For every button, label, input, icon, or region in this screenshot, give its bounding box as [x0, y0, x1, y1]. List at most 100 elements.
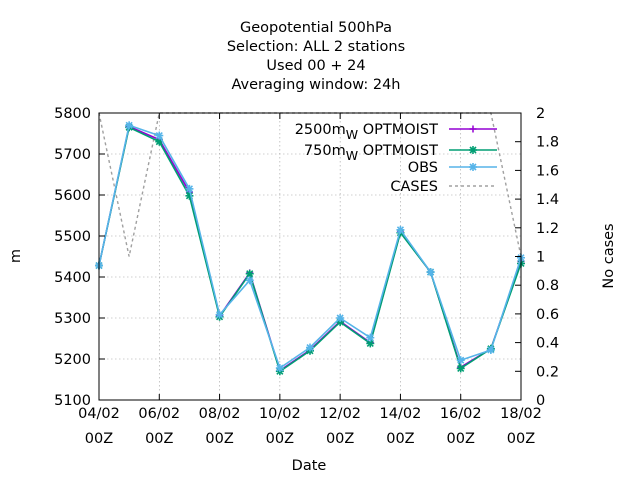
y-axis-label: m — [8, 249, 24, 263]
series-750m-line — [98, 126, 522, 373]
series-2500m-line — [98, 125, 522, 372]
legend-marker — [469, 163, 477, 171]
x-tick-label-time: 00Z — [386, 431, 414, 447]
data-point — [426, 268, 435, 277]
marker-stroke — [125, 121, 133, 129]
title-line: Used 00 + 24 — [266, 58, 365, 74]
title-line: Selection: ALL 2 stations — [227, 39, 405, 55]
y-tick-label: 5100 — [54, 393, 91, 409]
data-point — [456, 364, 465, 373]
y2-tick-label: 0.8 — [536, 278, 559, 294]
title-line: Geopotential 500hPa — [240, 20, 392, 36]
y-tick-label: 5400 — [54, 270, 91, 286]
x-tick-label-date: 16/02 — [440, 406, 482, 422]
legend-label: CASES — [390, 179, 438, 195]
data-point — [456, 356, 465, 365]
legend-label-name: OBS — [408, 160, 438, 176]
legend-entry: OBS — [408, 160, 497, 176]
legend-entry: 2500mW OPTMOIST — [295, 122, 497, 142]
y-tick-label: 5300 — [54, 311, 91, 327]
marker-stroke — [276, 364, 284, 372]
marker-stroke — [469, 146, 477, 154]
chart-title: Geopotential 500hPa Selection: ALL 2 stat… — [227, 20, 405, 93]
legend-label: OBS — [408, 160, 438, 176]
y-tick-label: 5800 — [54, 106, 91, 122]
data-point — [306, 343, 314, 352]
x-tick-label-date: 04/02 — [78, 406, 120, 422]
legend-entry: 750mW OPTMOIST — [304, 143, 497, 163]
title-line: Averaging window: 24h — [231, 77, 400, 93]
legend-label: 2500mW OPTMOIST — [295, 122, 438, 142]
marker-stroke — [336, 314, 344, 322]
x-tick-label-time: 00Z — [145, 431, 173, 447]
series-obs-line — [98, 124, 522, 370]
data-point — [366, 333, 375, 342]
y2-tick-label: 1.2 — [536, 221, 559, 237]
y-tick-label: 5600 — [54, 188, 91, 204]
legend-label-name: 750m — [304, 143, 346, 159]
marker-stroke — [246, 270, 254, 278]
marker-stroke — [185, 185, 193, 193]
data-point — [155, 131, 164, 140]
data-point — [396, 225, 405, 234]
marker-stroke — [155, 131, 163, 140]
x-tick-label-time: 00Z — [507, 431, 535, 447]
data-point — [185, 191, 194, 200]
marker-stroke — [216, 311, 224, 319]
x-tick-label-date: 10/02 — [259, 406, 301, 422]
x-tick-label-date: 14/02 — [380, 406, 422, 422]
data-point — [245, 276, 254, 285]
y2-tick-label: 0.2 — [536, 364, 559, 380]
legend-label-suffix: OPTMOIST — [358, 143, 438, 159]
data-point — [275, 364, 284, 373]
y2-tick-label: 1 — [536, 250, 545, 266]
y2-tick-label: 0 — [536, 393, 545, 409]
legend-label-name: CASES — [390, 179, 438, 195]
x-tick-label-date: 18/02 — [500, 406, 542, 422]
y-tick-label: 5200 — [54, 352, 91, 368]
marker-stroke — [246, 276, 254, 284]
x-axis-label: Date — [292, 458, 327, 474]
x-tick-label-time: 00Z — [447, 431, 475, 447]
legend-label-suffix: OPTMOIST — [358, 122, 438, 138]
y2-tick-label: 1.4 — [536, 192, 559, 208]
marker-stroke — [366, 339, 374, 347]
marker-stroke — [487, 346, 495, 354]
legend-label: 750mW OPTMOIST — [304, 143, 438, 163]
data-point — [486, 345, 495, 354]
y-tick-label: 5500 — [54, 229, 91, 245]
series-obs — [95, 121, 525, 373]
marker-stroke — [366, 334, 374, 342]
y2-tick-label: 1.8 — [536, 135, 559, 151]
plot-series — [95, 112, 525, 376]
legend-label-name: 2500m — [295, 122, 346, 138]
data-point — [336, 314, 345, 322]
y2-tick-label: 0.4 — [536, 336, 559, 352]
x-tick-label-time: 00Z — [266, 431, 294, 447]
x-tick-label-time: 00Z — [85, 431, 113, 447]
y2-axis-label: No cases — [601, 223, 617, 288]
marker-stroke — [457, 356, 465, 364]
marker-stroke — [396, 226, 404, 234]
x-tick-label-date: 06/02 — [138, 406, 180, 422]
data-point — [125, 121, 134, 130]
legend-label-subscript: W — [346, 127, 358, 142]
marker-stroke — [306, 343, 314, 352]
y-tick-label: 5700 — [54, 147, 91, 163]
data-point — [366, 339, 375, 348]
series-2500m — [95, 123, 525, 374]
legend-marker — [469, 125, 477, 133]
marker-stroke — [427, 268, 435, 276]
y2-tick-label: 0.6 — [536, 307, 559, 323]
legend-entry: CASES — [390, 179, 497, 195]
legend-marker — [469, 146, 477, 154]
axis-ticks: 5100 5200 5300 5400 5500 5600 5700 5800 0 0.2 0.4 0… — [54, 106, 559, 447]
y2-tick-label: 2 — [536, 106, 545, 122]
y2-tick-label: 1.6 — [536, 163, 559, 179]
x-tick-label-time: 00Z — [326, 431, 354, 447]
x-tick-label-date: 12/02 — [319, 406, 361, 422]
x-tick-label-date: 08/02 — [199, 406, 241, 422]
marker-stroke — [185, 192, 193, 200]
